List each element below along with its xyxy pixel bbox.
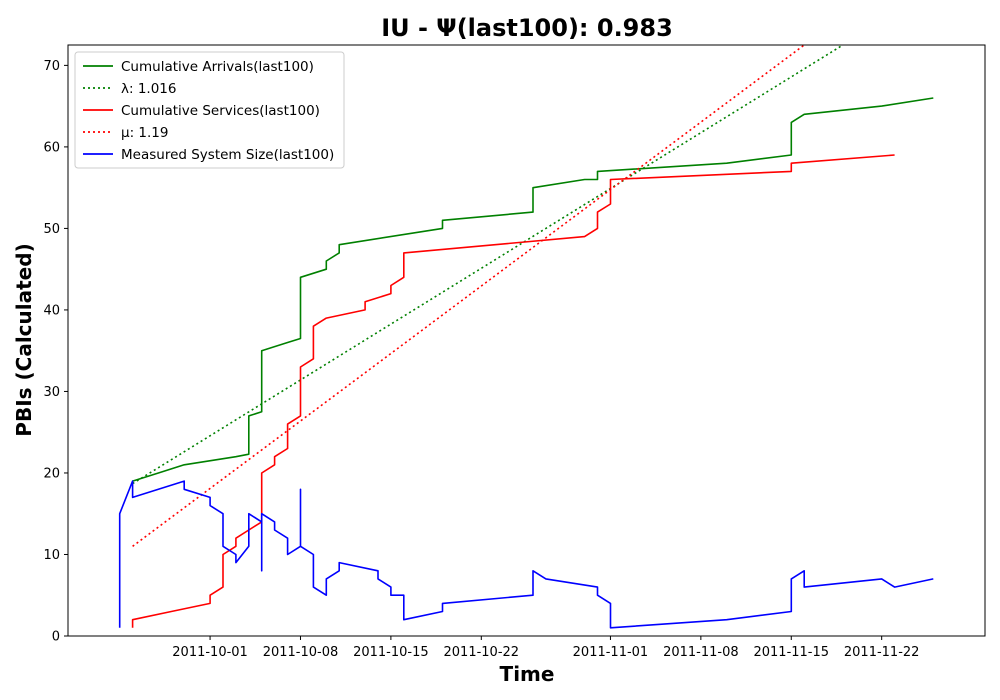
series-line-4: [118, 480, 934, 629]
legend-label-3: μ: 1.19: [121, 125, 169, 141]
chart-title: IU - Ψ(last100): 0.983: [381, 14, 673, 42]
y-tick-label: 10: [43, 548, 60, 563]
series-line-2: [131, 154, 895, 628]
x-tick-label: 2011-11-08: [663, 645, 739, 660]
x-tick-label: 2011-11-22: [844, 645, 920, 660]
y-tick-label: 60: [43, 140, 60, 155]
axes-frame: [67, 44, 986, 637]
legend-label-0: Cumulative Arrivals(last100): [121, 59, 314, 75]
x-tick-label: 2011-10-08: [263, 645, 339, 660]
x-tick-label: 2011-10-15: [353, 645, 429, 660]
y-axis-title: PBIs (Calculated): [12, 243, 36, 436]
x-tick-label: 2011-11-15: [753, 645, 829, 660]
legend-label-4: Measured System Size(last100): [121, 147, 334, 163]
series-line-0: [132, 97, 934, 482]
legend-box: [74, 51, 345, 169]
series-line-1: [132, 45, 844, 485]
y-tick-label: 50: [43, 222, 60, 237]
axes: 0 10 20 30 40 50 60 70 2011-10-01 2011-10-08 2011-…: [43, 44, 986, 660]
y-tick-label: 70: [43, 59, 60, 74]
y-tick-label: 0: [52, 630, 60, 645]
x-tick-label: 2011-11-01: [573, 645, 649, 660]
legend-label-2: Cumulative Services(last100): [121, 103, 320, 119]
x-tick-label: 2011-10-22: [444, 645, 520, 660]
legend: Cumulative Arrivals(last100) λ: 1.016 Cumu…: [74, 51, 345, 169]
legend-label-1: λ: 1.016: [121, 81, 176, 97]
plot-area: [118, 45, 934, 629]
y-tick-label: 20: [43, 466, 60, 481]
y-tick-label: 40: [43, 303, 60, 318]
x-axis-title: Time: [500, 662, 555, 686]
y-tick-label: 30: [43, 385, 60, 400]
x-tick-label: 2011-10-01: [172, 645, 248, 660]
